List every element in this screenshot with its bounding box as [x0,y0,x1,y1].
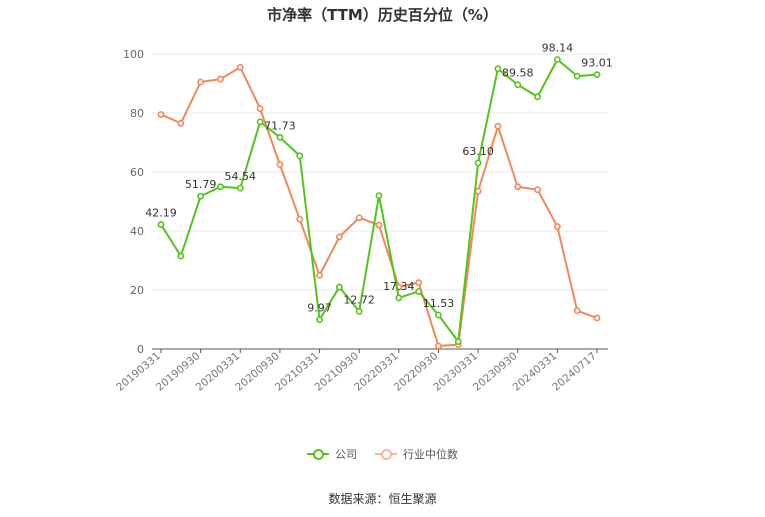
data-point [355,214,363,222]
series-line-1 [160,66,598,348]
data-point [593,314,601,322]
data-point [217,183,224,191]
data-point [474,187,482,195]
data-point [395,294,403,302]
data-point [177,252,185,260]
data-point [157,221,165,228]
series [157,56,601,350]
series-line-0 [160,58,598,343]
data-point [534,93,541,101]
data-point [494,65,502,73]
data-point [514,183,522,191]
data-label: 9.97 [307,302,332,315]
data-point [256,105,264,112]
data-point [553,223,561,230]
data-point [355,308,363,315]
data-point [415,288,423,295]
data-point [236,63,244,71]
data-point [435,311,442,319]
data-point [454,338,462,346]
y-tick-label: 100 [123,48,144,61]
data-point [375,221,383,229]
axes: 0204060801002019033120190930202003312020… [114,48,608,394]
legend-swatch-company [307,449,329,460]
legend-label-industry-median: 行业中位数 [403,448,458,461]
data-label: 17.34 [383,280,415,293]
data-point [514,81,522,89]
data-label: 71.73 [264,119,296,132]
gridlines [152,53,608,291]
source-note: 数据来源：恒生聚源 [328,492,437,506]
data-point [157,111,165,118]
legend-item-company[interactable]: 公司 [307,446,357,462]
data-point [296,152,304,160]
data-label: 93.01 [581,57,613,70]
data-label: 42.19 [145,207,177,220]
y-tick-label: 40 [130,225,144,238]
y-tick-label: 20 [130,284,144,297]
data-point [177,119,185,127]
data-labels: 42.19 51.79 54.54 71.73 9.97 12.72 17.34 11.53 6… [145,41,613,314]
data-point [593,71,601,79]
data-point [573,307,581,315]
data-label: 12.72 [343,293,375,306]
x-tick-label: 20240717 [550,350,599,394]
data-label: 51.79 [185,178,217,191]
data-point [296,215,304,223]
data-point [316,271,323,279]
data-label: 54.54 [225,170,257,183]
data-point [415,279,423,287]
data-point [217,75,224,83]
data-point [276,161,284,169]
data-point [375,192,383,199]
data-point [553,56,561,63]
legend: 公司 行业中位数 [0,446,765,462]
y-tick-label: 0 [137,343,144,356]
data-point [474,159,482,167]
chart-title: 市净率（TTM）历史百分位（%） [267,6,498,24]
data-point [435,342,442,350]
data-point [197,78,205,86]
legend-item-industry-median[interactable]: 行业中位数 [375,446,458,462]
data-label: 89.58 [502,67,534,80]
y-tick-label: 60 [130,166,144,179]
data-label: 98.14 [542,41,574,54]
legend-swatch-industry-median [375,449,397,460]
data-point [534,186,541,194]
data-point [573,72,581,80]
data-label: 63.10 [462,145,494,158]
legend-label-company: 公司 [335,448,357,461]
y-tick-label: 80 [130,107,144,120]
data-point [276,133,284,141]
data-point [335,283,343,291]
data-point [236,184,244,192]
data-point [335,233,343,241]
data-point [316,316,323,323]
data-point [256,118,264,126]
data-point [197,192,205,200]
data-label: 11.53 [423,297,455,310]
data-point [494,122,502,130]
